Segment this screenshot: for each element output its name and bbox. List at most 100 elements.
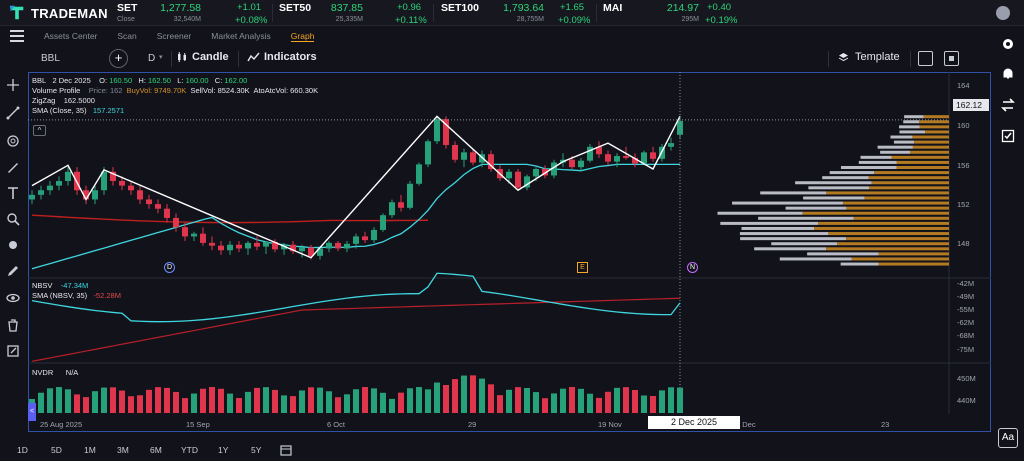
legend-vp-price: Price: 162 — [88, 86, 123, 95]
ticker-set100[interactable]: SET100 1,793.64 28,755M +1.65 +0.09% — [441, 1, 591, 26]
bell-icon[interactable] — [1001, 67, 1015, 81]
app-logo[interactable]: TRADEMAN — [8, 4, 108, 22]
layers-icon — [838, 52, 849, 61]
text-tool-icon[interactable] — [6, 186, 20, 200]
candle-body — [605, 154, 611, 162]
nvdr-bar — [290, 396, 296, 413]
candle-body — [164, 208, 170, 218]
range-6m[interactable]: 6M — [150, 445, 162, 455]
ticker-price: 837.85 — [330, 2, 363, 14]
candle-body — [389, 202, 395, 216]
range-1m[interactable]: 1M — [84, 445, 96, 455]
interval-select[interactable]: D — [148, 53, 156, 64]
range-3m[interactable]: 3M — [117, 445, 129, 455]
candle-body — [344, 243, 350, 249]
volume-profile-buy-bar — [864, 196, 949, 200]
ticker-mai[interactable]: MAI 214.97 295M +0.40 +0.19% — [603, 1, 753, 26]
nvdr-axis-label: 450M — [957, 374, 976, 383]
legend-collapse-button[interactable]: ^ — [33, 125, 46, 136]
nvdr-bar — [299, 390, 305, 413]
nvdr-bar — [56, 387, 62, 413]
nvdr-bar — [101, 387, 107, 413]
add-symbol-button[interactable]: + — [109, 49, 128, 68]
nvdr-bar — [227, 393, 233, 413]
volume-profile-buy-bar — [874, 171, 949, 175]
nbsv-axis-label: -55M — [957, 305, 975, 314]
user-account-icon[interactable] — [996, 6, 1010, 20]
template-button[interactable]: Template — [838, 51, 900, 63]
volume-profile-sell-bar — [803, 196, 865, 200]
checklist-icon[interactable] — [1001, 129, 1015, 143]
volume-profile-sell-bar — [893, 140, 915, 144]
candle-body — [515, 171, 521, 188]
event-marker-news[interactable]: N — [687, 262, 698, 273]
range-5d[interactable]: 5D — [51, 445, 62, 455]
snapshot-button[interactable] — [944, 51, 959, 66]
chevron-down-icon[interactable]: ▾ — [159, 54, 163, 61]
settings-icon[interactable] — [1001, 37, 1015, 51]
ticker-set[interactable]: SET Close 1,277.58 32,540M +1.01 +0.08% — [117, 1, 268, 26]
legend-sma-label: SMA (Close, 35) — [32, 106, 87, 115]
magnet-icon[interactable] — [6, 238, 20, 252]
fibonacci-icon[interactable] — [6, 134, 20, 148]
indicators-button[interactable]: Indicators — [247, 51, 317, 63]
event-marker-earnings[interactable]: E — [577, 262, 588, 273]
event-marker-dividend[interactable]: D — [164, 262, 175, 273]
range-1y[interactable]: 1Y — [218, 445, 229, 455]
nvdr-axis-label: 440M — [957, 396, 976, 405]
edit-note-icon[interactable] — [6, 344, 20, 358]
eye-icon[interactable] — [6, 291, 20, 305]
panel-collapse-button[interactable]: < — [28, 403, 36, 421]
chart-canvas[interactable] — [28, 72, 991, 432]
font-size-button[interactable]: Aa — [998, 428, 1018, 448]
date-axis-label: 25 Aug 2025 — [40, 420, 83, 429]
candle-body — [650, 152, 656, 159]
candle-icon — [178, 52, 186, 62]
volume-profile-buy-bar — [828, 232, 949, 236]
price-axis-label: 160 — [957, 121, 970, 130]
trash-icon[interactable] — [6, 318, 20, 332]
candle-body — [632, 157, 638, 164]
toolbar-divider — [171, 51, 172, 67]
indicator-icon — [247, 52, 260, 62]
chart-type-button[interactable]: Candle — [176, 51, 229, 63]
nav-assets-center[interactable]: Assets Center — [44, 31, 98, 41]
nvdr-value: N/A — [65, 368, 79, 377]
volume-profile-buy-bar — [878, 262, 949, 266]
date-axis-label: 29 — [468, 420, 477, 429]
candle-body — [623, 156, 629, 158]
symbol-input[interactable]: BBL — [41, 53, 60, 64]
nav-scan[interactable]: Scan — [117, 31, 137, 41]
legend-h-label: H: — [138, 76, 146, 85]
candle-body — [614, 156, 620, 162]
app-name: TRADEMAN — [31, 5, 108, 21]
ticker-name: SET — [117, 2, 138, 14]
brush-icon[interactable] — [6, 160, 20, 174]
trendline-icon[interactable] — [6, 106, 20, 120]
nvdr-bar — [92, 391, 98, 413]
volume-profile-buy-bar — [814, 226, 949, 230]
nvdr-bar — [551, 393, 557, 413]
menu-icon[interactable] — [10, 30, 24, 42]
nav-graph[interactable]: Graph — [290, 31, 315, 42]
crosshair-icon[interactable] — [6, 78, 20, 92]
layout-toggle-button[interactable] — [918, 51, 933, 66]
candle-body — [587, 146, 593, 161]
swap-icon[interactable] — [1001, 98, 1015, 112]
legend-low: 160.00 — [185, 76, 209, 85]
nav-market-analysis[interactable]: Market Analysis — [211, 31, 271, 41]
range-1d[interactable]: 1D — [17, 445, 28, 455]
calendar-icon[interactable] — [280, 444, 292, 456]
candle-body — [317, 248, 323, 256]
nvdr-bar — [641, 395, 647, 413]
nav-screener[interactable]: Screener — [156, 31, 192, 41]
zoom-icon[interactable] — [6, 212, 20, 226]
nvdr-bar — [119, 390, 125, 413]
ticker-set50[interactable]: SET50 837.85 25,335M +0.96 +0.11% — [279, 1, 429, 26]
pencil-icon[interactable] — [6, 264, 20, 278]
nvdr-bar — [578, 388, 584, 413]
range-ytd[interactable]: YTD — [181, 445, 198, 455]
zigzag-line — [31, 115, 681, 259]
volume-profile-buy-bar — [818, 221, 949, 225]
range-5y[interactable]: 5Y — [251, 445, 262, 455]
